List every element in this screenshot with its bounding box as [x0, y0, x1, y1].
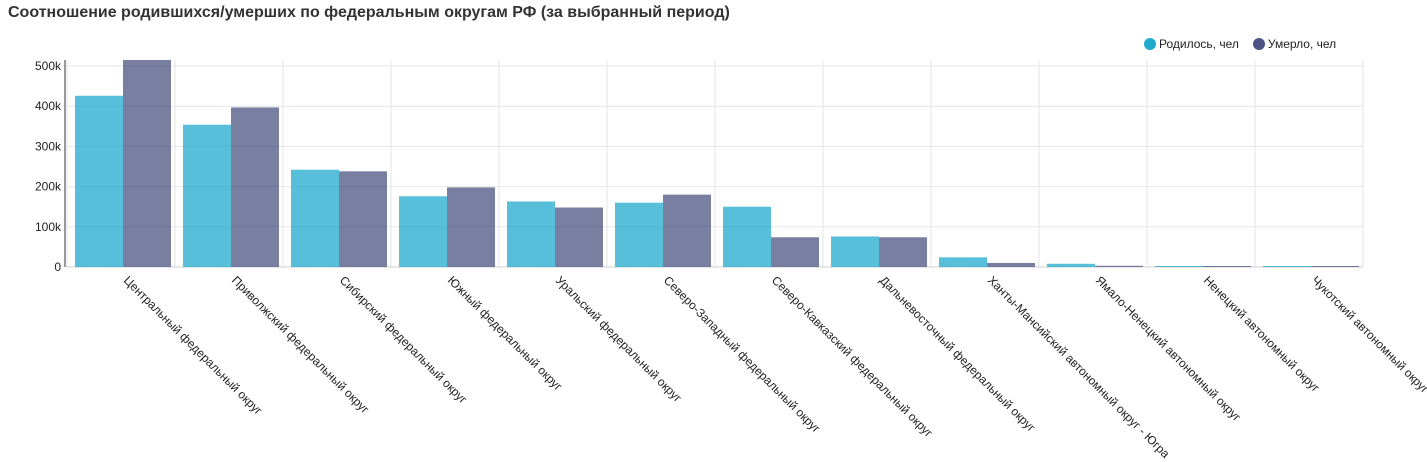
bar[interactable] [663, 194, 711, 267]
bar[interactable] [1155, 266, 1203, 267]
legend-item-born[interactable]: Родилось, чел [1144, 37, 1239, 51]
x-tick-label: Чукотский автономный округ [1309, 273, 1427, 396]
bar[interactable] [291, 169, 339, 267]
legend-label-born: Родилось, чел [1159, 37, 1239, 51]
bar[interactable] [831, 236, 879, 267]
bar[interactable] [879, 237, 927, 267]
chart-title: Соотношение родившихся/умерших по федера… [8, 4, 730, 21]
bar[interactable] [1203, 266, 1251, 267]
x-tick-label: Сибирский федеральный округ [337, 273, 471, 407]
x-tick-label: Уральский федеральный округ [553, 273, 685, 405]
bar[interactable] [615, 202, 663, 267]
x-tick-label: Южный федеральный округ [445, 273, 566, 394]
bar[interactable] [1263, 266, 1311, 267]
bar[interactable] [339, 171, 387, 267]
bar[interactable] [771, 237, 819, 267]
bar[interactable] [183, 124, 231, 267]
bar[interactable] [555, 207, 603, 267]
bar[interactable] [447, 187, 495, 267]
bar[interactable] [1047, 263, 1095, 267]
bar[interactable] [1095, 265, 1143, 267]
y-tick-label: 100k [35, 220, 62, 234]
bar[interactable] [123, 59, 171, 267]
bar[interactable] [399, 196, 447, 267]
bar[interactable] [75, 95, 123, 267]
bar[interactable] [723, 206, 771, 267]
legend-item-died[interactable]: Умерло, чел [1252, 37, 1337, 51]
circle-icon [1252, 38, 1265, 50]
x-tick-label: Ненецкий автономный округ [1201, 273, 1323, 395]
bar[interactable] [987, 262, 1035, 267]
y-tick-label: 300k [35, 139, 62, 153]
bar[interactable] [1311, 266, 1359, 267]
bar[interactable] [231, 107, 279, 267]
chart-legend: Родилось, чел Умерло, чел [1144, 37, 1336, 51]
y-tick-label: 500k [35, 59, 62, 73]
circle-icon [1144, 38, 1156, 50]
bar[interactable] [507, 201, 555, 267]
y-tick-label: 200k [35, 180, 62, 194]
y-tick-label: 400k [35, 99, 62, 113]
y-tick-label: 0 [54, 260, 61, 274]
x-tick-label: Ханты-Мансийский автономный округ - Югра [985, 273, 1173, 461]
bar[interactable] [939, 257, 987, 267]
legend-label-died: Умерло, чел [1267, 37, 1337, 51]
